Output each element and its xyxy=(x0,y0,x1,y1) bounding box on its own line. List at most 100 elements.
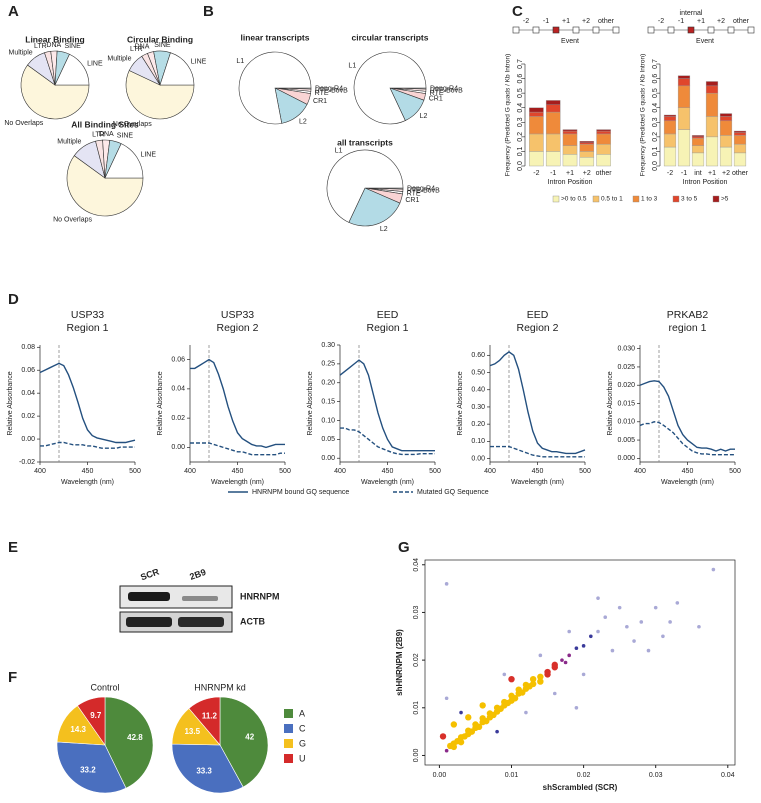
x-tick-label: 400 xyxy=(334,468,346,475)
legend-label: >0 to 0.5 xyxy=(561,196,587,203)
slice-label: Dong-R4 xyxy=(315,86,343,93)
scatter-point xyxy=(465,714,472,721)
diagram-exon xyxy=(727,26,735,34)
x-tick-label: +1 xyxy=(566,170,574,177)
y-tick-label: 0.03 xyxy=(413,606,420,620)
bar-segment xyxy=(677,75,691,79)
slice-label: L1 xyxy=(348,62,356,69)
y-tick-label: 0.7 xyxy=(652,59,659,69)
y-axis-label: Relative Absorbance xyxy=(457,371,464,435)
scatter-point xyxy=(653,605,658,610)
y-tick-label: 0.015 xyxy=(617,400,635,407)
slice-value: 33.3 xyxy=(196,766,212,775)
bar-segment xyxy=(562,130,578,135)
y-tick-label: 0.06 xyxy=(171,356,185,363)
slice-label: LTR xyxy=(92,131,105,138)
legend-label: 1 to 3 xyxy=(641,196,658,203)
bar-segment xyxy=(733,135,747,145)
scatter-point xyxy=(524,710,528,715)
x-tick-label: 450 xyxy=(232,468,244,475)
chart-subtitle: region 1 xyxy=(669,322,707,334)
diagram-label: -1 xyxy=(543,18,549,25)
slice-label: No Overlaps xyxy=(53,217,92,224)
x-tick-label: 0.03 xyxy=(649,772,663,779)
slice-label: CR1 xyxy=(429,95,443,102)
scatter-point xyxy=(508,675,515,683)
bar-segment xyxy=(705,92,719,117)
scatter-point xyxy=(639,620,644,624)
diagram-label: -1 xyxy=(678,18,684,25)
slice-label: L2 xyxy=(380,226,388,233)
pie-title: HNRNPM kd xyxy=(194,682,246,692)
pie-slice xyxy=(20,64,90,120)
diagram-exon xyxy=(512,26,520,34)
pie-slice xyxy=(159,52,195,86)
legend-swatch xyxy=(552,195,560,203)
legend-label: 3 to 5 xyxy=(681,196,698,203)
x-tick-label: +1 xyxy=(708,170,716,177)
slice-label: LINE xyxy=(87,60,103,67)
diagram-exon xyxy=(647,26,655,34)
chart-subtitle: Region 2 xyxy=(516,322,558,334)
bar-segment xyxy=(596,143,611,155)
slice-label: SINE xyxy=(117,133,134,140)
slice-label: DNA xyxy=(46,42,61,49)
y-axis-label: Relative Absorbance xyxy=(307,371,314,435)
bar-segment xyxy=(663,146,677,167)
x-tick-label: 0.01 xyxy=(505,772,519,779)
scatter-point xyxy=(610,648,615,653)
x-axis-label: Intron Position xyxy=(548,179,593,186)
legend-label: A xyxy=(299,708,305,718)
y-tick-label: 0.02 xyxy=(171,415,185,422)
bar-segment xyxy=(663,116,677,122)
pie-slice xyxy=(238,51,312,125)
diagram-exon xyxy=(552,26,560,34)
x-tick-label: +2 xyxy=(722,170,730,177)
diagram-label: +1 xyxy=(697,18,705,25)
pie-title: Circular Binding xyxy=(127,34,193,44)
slice-label: L1 xyxy=(236,58,244,65)
scatter-point xyxy=(551,661,558,669)
y-tick-label: 0.04 xyxy=(171,386,185,393)
bar-segment xyxy=(529,111,544,117)
pie-title: circular transcripts xyxy=(351,32,428,42)
line-series xyxy=(639,421,735,456)
diagram-exon xyxy=(592,26,600,34)
bar-segment xyxy=(663,120,677,135)
scatter-point xyxy=(502,672,507,677)
scatter-point xyxy=(495,729,499,734)
bar-segment xyxy=(705,85,719,94)
chart-subtitle: Region 1 xyxy=(66,322,108,334)
pie-title: Control xyxy=(90,682,119,692)
pie-title: All Binding Sites xyxy=(71,119,139,129)
diagram-internal: internal xyxy=(680,10,703,17)
bar-segment xyxy=(705,136,719,167)
y-tick-label: 0.50 xyxy=(471,369,485,376)
bar-segment xyxy=(529,133,544,152)
scatter-point xyxy=(560,658,564,662)
y-tick-label: 0.06 xyxy=(21,367,35,374)
pie-title: all transcripts xyxy=(337,137,393,147)
scatter-point xyxy=(661,634,665,639)
y-tick-label: 0.2 xyxy=(517,132,524,142)
bar-segment xyxy=(677,129,691,167)
x-tick-label: 450 xyxy=(532,468,544,475)
scatter-point xyxy=(544,671,551,678)
legend-label: >5 xyxy=(721,196,729,203)
bar-segment xyxy=(545,100,561,106)
diagram-label: +2 xyxy=(582,18,590,25)
y-tick-label: 0.00 xyxy=(471,455,485,462)
y-tick-label: 0.6 xyxy=(517,74,524,84)
diagram-exon xyxy=(612,26,620,34)
y-tick-label: 0.01 xyxy=(413,701,420,715)
bar-segment xyxy=(579,151,595,158)
slice-label: RTE xyxy=(315,90,329,97)
x-axis-label: Intron Position xyxy=(683,179,728,186)
y-tick-label: 0.20 xyxy=(321,380,335,387)
x-tick-label: 400 xyxy=(484,468,496,475)
x-tick-label: 450 xyxy=(382,468,394,475)
scatter-point xyxy=(574,646,579,650)
y-tick-label: 0.00 xyxy=(321,455,335,462)
slice-label: RTE-BovB xyxy=(315,87,348,94)
